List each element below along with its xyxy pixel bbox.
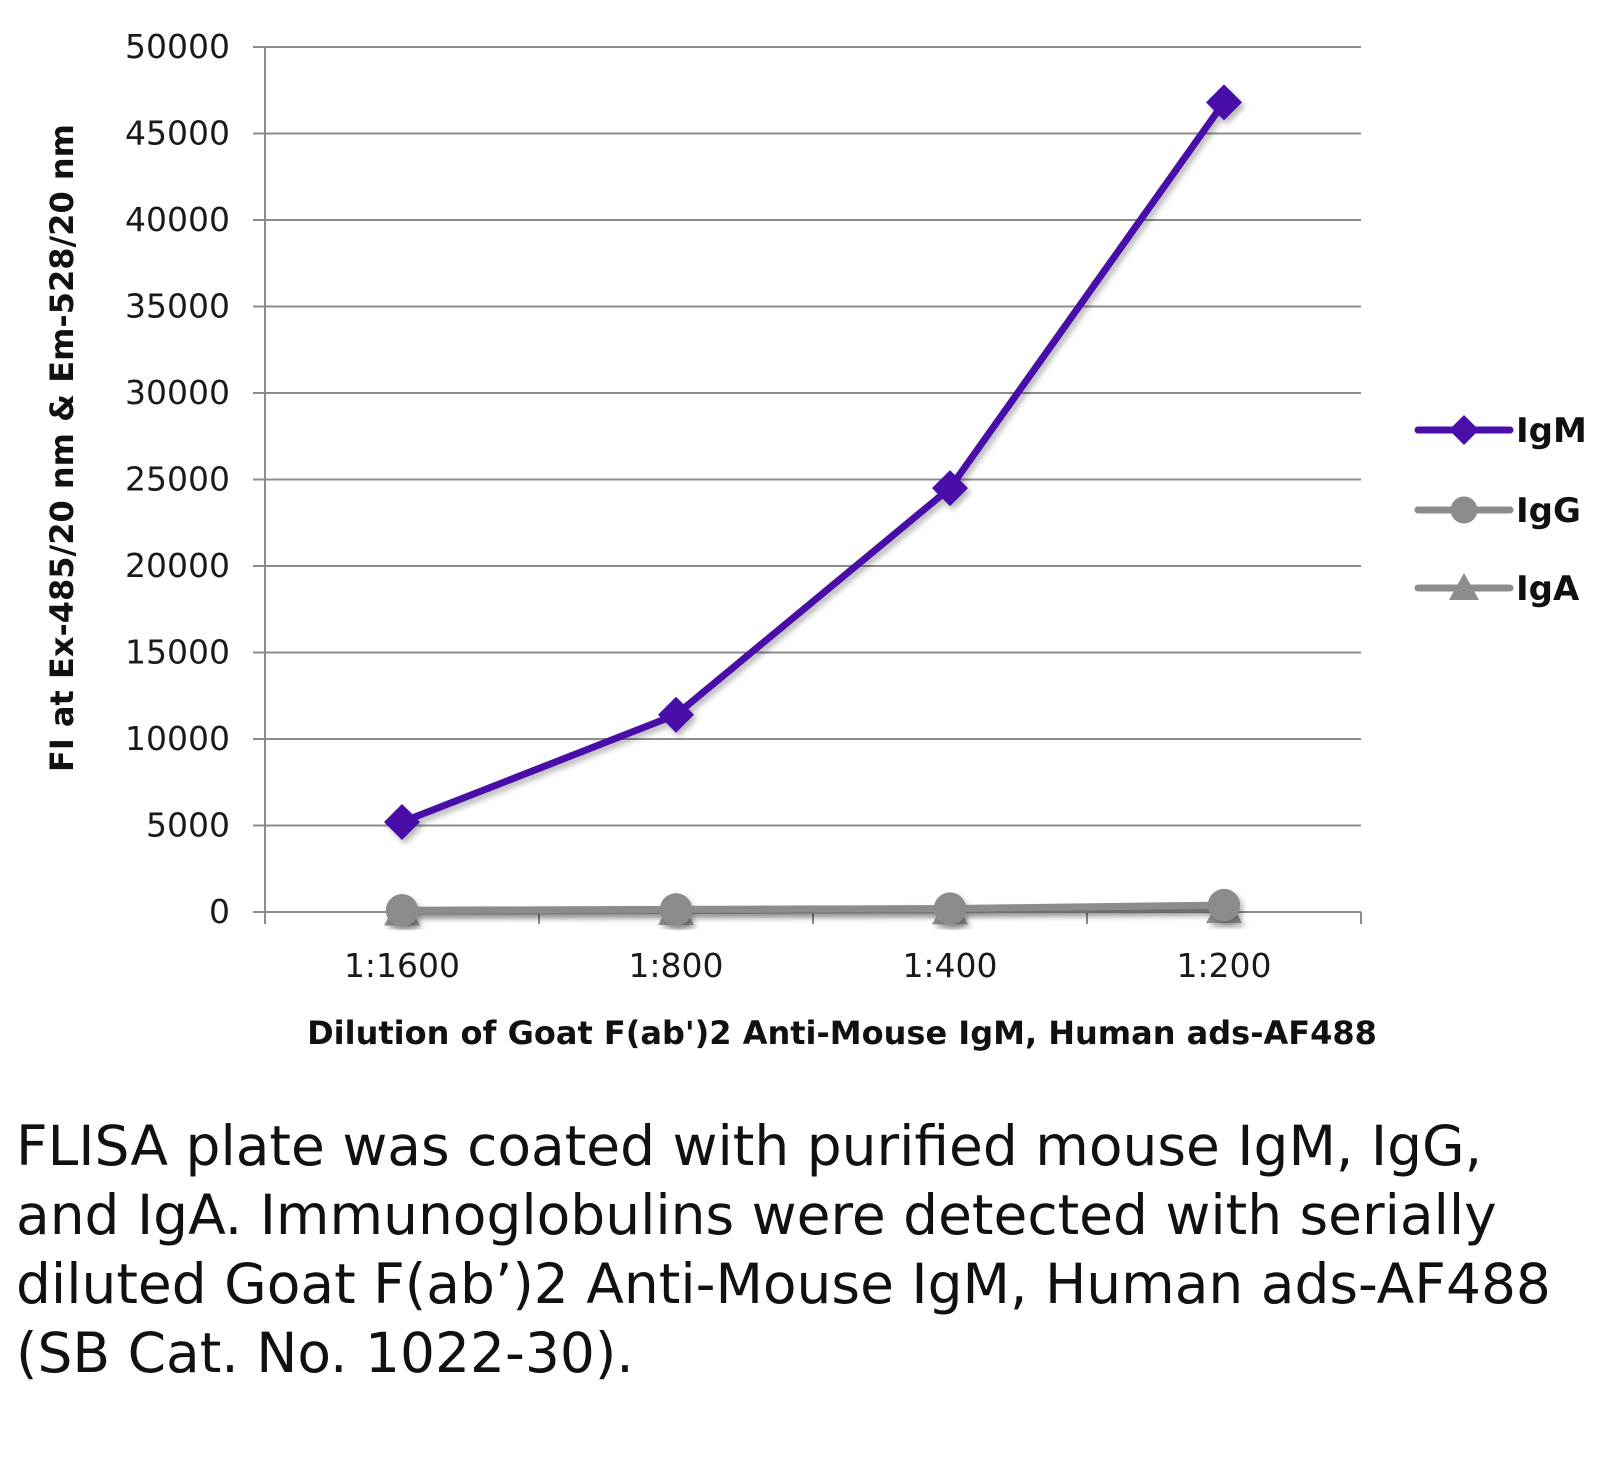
y-tick-label: 20000 — [125, 546, 230, 585]
series-layer — [384, 84, 1242, 927]
y-tick-label: 30000 — [125, 373, 230, 412]
y-tick-label: 5000 — [146, 806, 230, 845]
legend-item-iga: IgA — [1414, 569, 1580, 609]
y-tick-label: 50000 — [125, 27, 230, 66]
y-tick-label: 0 — [209, 892, 230, 931]
series-line-igg — [398, 901, 1228, 914]
figure-caption: FLISA plate was coated with purified mou… — [16, 1114, 1551, 1385]
legend-label: IgG — [1516, 491, 1581, 531]
data-point-igm — [932, 470, 968, 507]
gridlines — [265, 46, 1361, 827]
legend-item-igm: IgM — [1414, 411, 1587, 451]
x-tick-label: 1:200 — [1176, 946, 1271, 985]
y-tick-label: 40000 — [125, 200, 230, 239]
legend-item-igg: IgG — [1414, 491, 1581, 531]
y-axis-ticks: 0 5000 10000 15000 20000 25000 30000 35000 40000… — [125, 27, 265, 931]
legend-label: IgM — [1516, 411, 1587, 451]
data-point-igm — [1206, 84, 1242, 121]
y-tick-label: 15000 — [125, 633, 230, 672]
y-axis-title: FI at Ex-485/20 nm & Em-528/20 nm — [43, 124, 81, 772]
data-point-igg — [1207, 888, 1241, 922]
y-tick-label: 45000 — [125, 114, 230, 153]
series-igm — [384, 84, 1242, 841]
data-point-igm — [384, 804, 420, 841]
legend-marker-icon — [1449, 573, 1479, 600]
x-tick-label: 1:1600 — [344, 946, 460, 985]
legend-label: IgA — [1516, 569, 1580, 609]
line-chart: 0 5000 10000 15000 20000 25000 30000 35000 40000… — [43, 27, 1587, 1052]
data-point-igg — [659, 893, 693, 926]
y-tick-label: 10000 — [125, 719, 230, 758]
data-point-igm — [658, 696, 694, 733]
x-axis-ticks: 1:1600 1:800 1:400 1:200 — [264, 912, 1362, 985]
series-line-igm — [398, 98, 1228, 826]
legend-marker-icon — [1450, 496, 1478, 524]
series-igg — [385, 888, 1241, 927]
y-tick-label: 35000 — [125, 287, 230, 326]
legend-marker-icon — [1449, 415, 1479, 445]
data-point-igg — [933, 892, 967, 925]
legend: IgM IgG IgA — [1414, 411, 1587, 609]
x-axis-title: Dilution of Goat F(ab')2 Anti-Mouse IgM,… — [307, 1014, 1377, 1052]
x-tick-label: 1:400 — [902, 946, 997, 985]
data-point-igg — [385, 894, 419, 927]
y-tick-label: 25000 — [125, 460, 230, 499]
x-tick-label: 1:800 — [628, 946, 723, 985]
